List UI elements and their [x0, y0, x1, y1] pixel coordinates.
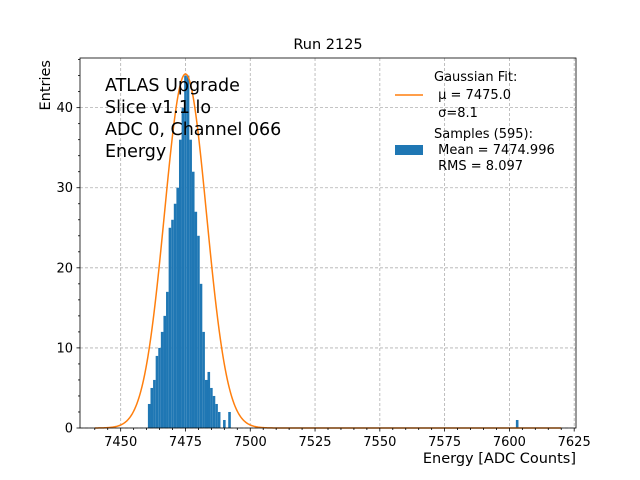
- histogram-bar: [155, 355, 159, 428]
- histogram-bar: [191, 171, 195, 428]
- histogram-bar: [184, 75, 187, 428]
- legend-samples-swatch: [395, 145, 423, 155]
- legend-fit-label: μ = 7475.0: [434, 88, 511, 103]
- histogram-bar: [173, 203, 177, 428]
- histogram-bar: [147, 403, 151, 428]
- histogram-bar: [153, 379, 156, 428]
- y-tick-label: 10: [56, 341, 73, 356]
- histogram-bar: [168, 227, 172, 428]
- x-tick-label: 7575: [428, 435, 461, 450]
- y-axis-label: Entries: [38, 60, 54, 111]
- histogram-bar: [223, 419, 226, 428]
- histogram-bar: [215, 403, 218, 428]
- annotation-line: Slice v1.1 lo: [105, 98, 211, 118]
- histogram-bar: [210, 387, 213, 428]
- y-tick-label: 0: [65, 422, 73, 437]
- histogram-bar: [181, 107, 185, 428]
- histogram-bar: [202, 331, 205, 428]
- chart-title: Run 2125: [293, 37, 362, 53]
- histogram-bar: [171, 219, 174, 428]
- legend-samples-label: RMS = 8.097: [434, 159, 523, 174]
- x-tick-label: 7550: [363, 435, 396, 450]
- histogram-bar: [197, 235, 200, 428]
- y-tick-label: 30: [56, 181, 73, 196]
- histogram-bar: [178, 139, 182, 429]
- histogram-bar: [150, 387, 154, 428]
- histogram-bar: [515, 419, 519, 428]
- histogram-bar: [189, 139, 192, 429]
- histogram-bar: [186, 75, 190, 428]
- annotation-line: ATLAS Upgrade: [105, 76, 240, 96]
- annotation-line: ADC 0, Channel 066: [105, 120, 281, 140]
- legend-samples-label: Samples (595):: [434, 127, 533, 142]
- histogram-bar: [217, 411, 221, 428]
- y-tick-label: 20: [56, 261, 73, 276]
- histogram-bar: [166, 291, 169, 428]
- histogram-bar: [163, 315, 167, 428]
- annotation-line: Energy: [105, 142, 166, 162]
- histogram-bars: [147, 75, 519, 429]
- x-tick-label: 7450: [104, 435, 137, 450]
- x-tick-label: 7525: [298, 435, 331, 450]
- histogram-bar: [228, 411, 231, 428]
- annotation-text: ATLAS Upgrade Slice v1.1 lo ADC 0, Chann…: [105, 76, 281, 162]
- histogram-bar: [204, 379, 208, 428]
- legend-fit-label: σ=8.1: [434, 106, 478, 121]
- histogram-bar: [199, 283, 203, 428]
- x-tick-label: 7600: [493, 435, 526, 450]
- histogram-bar: [212, 395, 216, 428]
- x-axis-label: Energy [ADC Counts]: [423, 451, 576, 467]
- histogram-bar: [160, 331, 164, 428]
- legend-samples-label: Mean = 7474.996: [434, 143, 555, 158]
- x-tick-label: 7475: [169, 435, 202, 450]
- histogram-bar: [158, 347, 161, 428]
- x-tick-label: 7625: [558, 435, 591, 450]
- legend: Gaussian Fit: μ = 7475.0 σ=8.1 Samples (…: [395, 70, 555, 174]
- histogram-bar: [207, 371, 211, 428]
- legend-fit-label: Gaussian Fit:: [434, 70, 517, 85]
- x-tick-label: 7500: [234, 435, 267, 450]
- histogram-bar: [194, 211, 198, 428]
- histogram-bar: [176, 187, 179, 428]
- y-tick-label: 40: [56, 101, 73, 116]
- axis-ticks: 7450 7475 7500 7525 7550 7575 7600 7625 0 10 20 30 4…: [56, 59, 591, 450]
